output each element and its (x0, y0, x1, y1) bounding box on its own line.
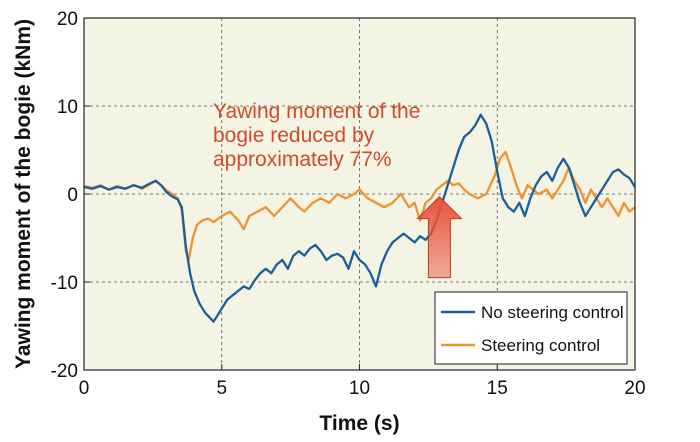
legend-label-no-steering: No steering control (481, 303, 624, 322)
y-tick-label: -10 (51, 273, 78, 294)
series-line-no-steering (83, 113, 636, 323)
y-tick-label: -20 (51, 361, 78, 382)
legend: No steering control Steering control (434, 291, 628, 365)
y-tick-label: 0 (67, 185, 78, 206)
reduction-arrow-icon (416, 195, 463, 279)
axis-ticks: 0 5 10 15 20 20 10 0 -10 -20 (51, 9, 646, 399)
series-layer (83, 113, 636, 323)
legend-label-steering: Steering control (481, 336, 600, 355)
plot-frame (83, 17, 636, 371)
legend-box (434, 291, 628, 365)
annotation-line: approximately 77% (213, 148, 392, 171)
x-tick-label: 20 (624, 378, 645, 399)
annotation-text: Yawing moment of the bogie reduced by ap… (213, 100, 426, 171)
x-tick-label: 10 (349, 378, 370, 399)
grid-lines (84, 18, 635, 370)
y-tick-label: 20 (57, 9, 78, 30)
y-tick-label: 10 (57, 97, 78, 118)
y-axis-title: Yawing moment of the bogie (kNm) (12, 19, 35, 369)
x-axis-title: Time (s) (319, 412, 399, 435)
x-tick-label: 5 (216, 378, 227, 399)
annotation-line: Yawing moment of the (213, 100, 420, 123)
annotation-line: bogie reduced by (213, 124, 375, 147)
x-tick-label: 15 (487, 378, 508, 399)
x-tick-label: 0 (79, 378, 90, 399)
